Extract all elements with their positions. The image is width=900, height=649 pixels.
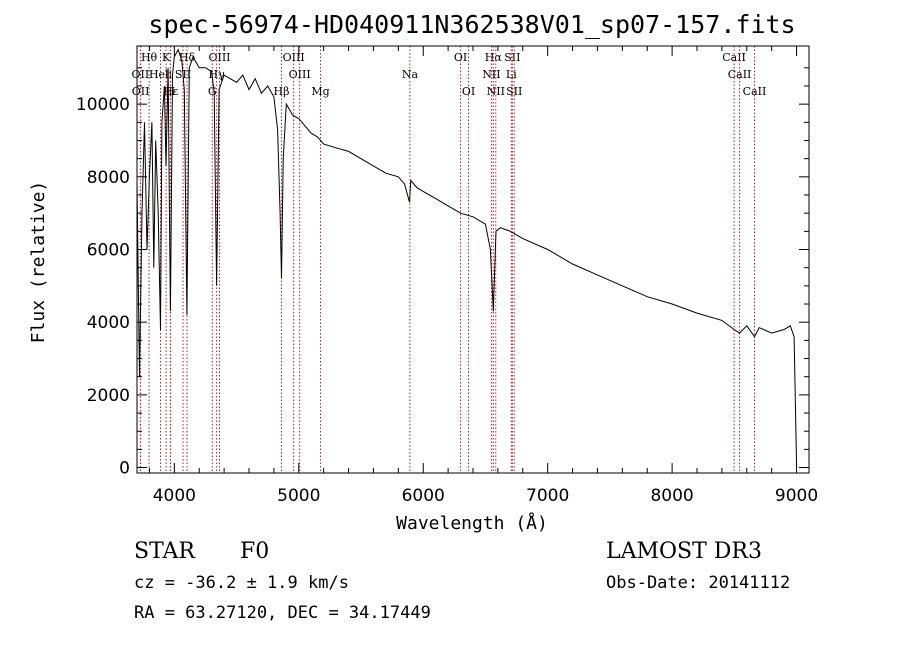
spectral-subclass: F0 — [240, 539, 270, 564]
line-marker-label: CaII — [722, 51, 746, 64]
x-axis-label: Wavelength (Å) — [396, 512, 548, 534]
y-tick-label: 8000 — [87, 168, 130, 188]
line-marker-label: SII — [506, 85, 522, 98]
observation-date: Obs-Date: 20141112 — [606, 573, 791, 593]
y-tick-label: 0 — [119, 459, 130, 479]
line-marker-label: Hβ — [274, 85, 290, 98]
line-marker-label: OIII — [208, 51, 230, 64]
x-tick-label: 7000 — [526, 486, 569, 506]
redshift-velocity: cz = -36.2 ± 1.9 km/s — [134, 573, 349, 593]
line-marker-label: Na — [402, 68, 419, 81]
y-tick-label: 2000 — [87, 386, 130, 406]
series-group — [136, 48, 798, 468]
x-tick-label: 9000 — [775, 486, 818, 506]
chart-title: spec-56974-HD040911N362538V01_sp07-157.f… — [148, 10, 795, 39]
x-tick-label: 5000 — [277, 486, 320, 506]
x-tick-label: 6000 — [402, 486, 445, 506]
line-marker-label: NII — [482, 68, 500, 81]
line-marker-label: K — [162, 51, 171, 64]
line-marker-label: OII — [132, 85, 150, 98]
line-marker-label: CaII — [743, 85, 767, 98]
y-axis-label: Flux (relative) — [28, 181, 49, 344]
x-axis: 4000 5000 6000 7000 8000 9000 — [148, 46, 818, 506]
object-class: STAR — [134, 539, 195, 564]
line-marker-label: OI — [462, 85, 475, 98]
series-line-0 — [136, 48, 798, 468]
line-marker-label: Hθ — [141, 51, 158, 64]
line-marker-label: CaII — [728, 68, 752, 81]
plot-frame — [136, 45, 810, 474]
survey-name: LAMOST DR3 — [606, 539, 762, 564]
line-marker-label: Mg — [311, 85, 329, 98]
line-marker-label: SII — [504, 51, 520, 64]
x-tick-label: 8000 — [650, 486, 693, 506]
line-marker-label: OIII — [289, 68, 311, 81]
line-marker-label: G — [208, 85, 217, 98]
line-marker-label: H — [166, 85, 176, 98]
y-tick-label: 6000 — [87, 241, 130, 261]
y-axis: 0 2000 4000 6000 8000 10000 — [76, 67, 809, 479]
x-tick-label: 4000 — [153, 486, 196, 506]
line-marker-label: OIII — [283, 51, 305, 64]
line-marker-label: OI — [454, 51, 467, 64]
y-tick-label: 10000 — [76, 95, 130, 115]
line-marker-label: Heli — [149, 68, 173, 81]
line-marker-label: NII — [487, 85, 505, 98]
y-tick-label: 4000 — [87, 313, 130, 333]
line-marker-label: Hα — [485, 51, 503, 64]
sky-coordinates: RA = 63.27120, DEC = 34.17449 — [134, 603, 431, 623]
line-marker-label: Li — [506, 68, 517, 81]
